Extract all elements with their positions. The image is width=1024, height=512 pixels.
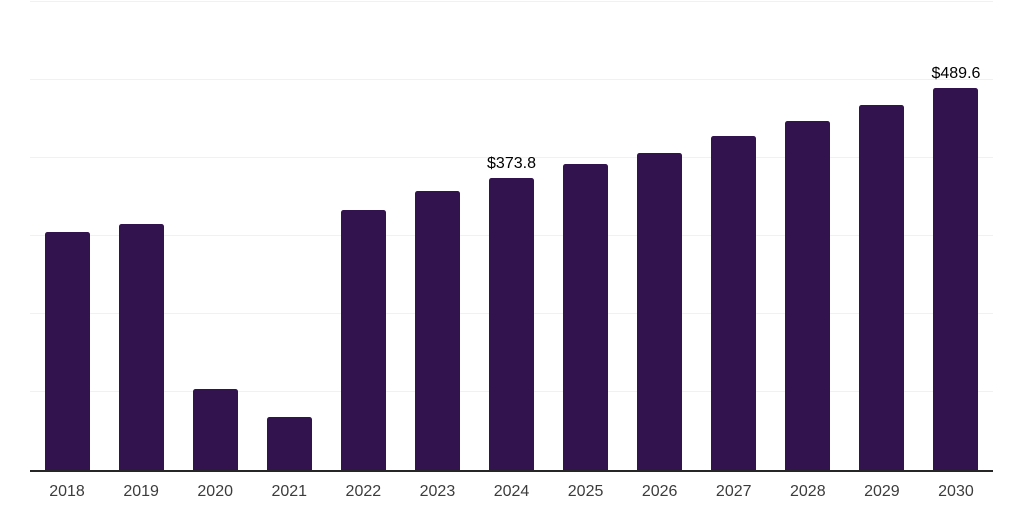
bar-value-label-2030: $489.6 <box>931 65 981 83</box>
x-axis-label-2018: 2018 <box>49 483 85 500</box>
bar-2030 <box>933 88 979 470</box>
bar-2024 <box>489 178 534 470</box>
x-axis-label-2027: 2027 <box>715 483 752 500</box>
bar-2021 <box>266 416 312 470</box>
plot-area: $373.8 $489.6 <box>30 1 993 472</box>
x-axis-label-2028: 2028 <box>790 483 826 500</box>
bar-2028 <box>785 121 831 470</box>
x-axis-label-2022: 2022 <box>345 483 382 500</box>
bar-2022 <box>340 210 386 470</box>
x-axis-label-2025: 2025 <box>567 483 604 500</box>
x-axis-label-2019: 2019 <box>123 483 159 500</box>
x-axis-label-2029: 2029 <box>864 483 900 500</box>
gridline <box>30 79 993 80</box>
x-axis-label-2023: 2023 <box>419 483 456 500</box>
bar-2023 <box>414 190 460 470</box>
x-axis: 2018 2019 2020 2021 2022 2023 2024 2025 2026 2027… <box>30 482 993 504</box>
bar-2018 <box>44 232 90 470</box>
bar-2027 <box>711 136 757 470</box>
bar-value-label-2024: $373.8 <box>487 155 536 173</box>
bar-2020 <box>192 388 238 470</box>
bar-2025 <box>563 164 609 470</box>
gridline <box>30 1 993 2</box>
bar-2019 <box>118 224 164 470</box>
x-axis-label-2020: 2020 <box>197 483 233 500</box>
x-axis-label-2030: 2030 <box>938 483 974 500</box>
bar-2026 <box>637 152 683 470</box>
x-axis-label-2021: 2021 <box>271 483 308 500</box>
bar-2029 <box>859 104 905 470</box>
x-axis-label-2024: 2024 <box>493 483 530 500</box>
gridline <box>30 157 993 159</box>
x-axis-label-2026: 2026 <box>641 483 678 500</box>
